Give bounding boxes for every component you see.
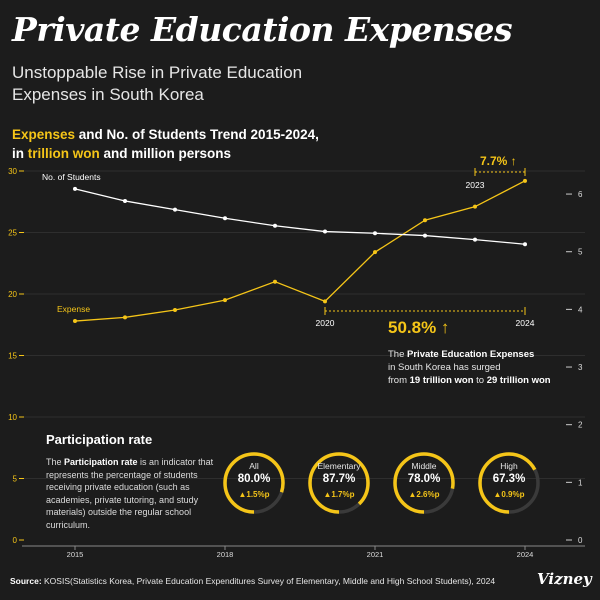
series-label: Expense (57, 304, 90, 314)
series-line (74, 188, 526, 245)
data-point (173, 207, 177, 212)
data-point (323, 229, 327, 234)
annotation-text: The Private Education Expenses in South … (388, 348, 568, 387)
data-point (173, 307, 177, 312)
donut-label: High (500, 461, 518, 471)
source-label: Source: (10, 576, 42, 586)
ann-text-g: 29 trillion won (486, 375, 551, 386)
donut-ring (393, 452, 455, 514)
x-tick-label: 2018 (217, 550, 234, 559)
donut-middle: Middle 78.0% ▲2.6%p (391, 450, 457, 516)
donut-change: ▲1.7%p (323, 490, 355, 499)
data-point (273, 279, 277, 284)
brand-logo: Vizney (537, 570, 592, 588)
donut-change: ▲2.6%p (408, 490, 440, 499)
heading-unit: trillion won (27, 146, 100, 161)
ann-text-e: 19 trillion won (409, 375, 474, 386)
y-left-tick-label: 15 (8, 352, 17, 361)
data-point (123, 198, 127, 203)
donut-value: 78.0% (407, 473, 441, 485)
data-point (523, 242, 527, 247)
y-right-tick-label: 2 (578, 421, 583, 430)
y-left-tick-label: 10 (8, 413, 17, 422)
data-point (373, 250, 377, 255)
y-right-tick-label: 0 (578, 536, 583, 545)
y-left-tick-label: 25 (8, 229, 17, 238)
data-point (473, 204, 477, 209)
y-left-tick-label: 5 (13, 475, 18, 484)
annotation-year: 2020 (316, 318, 335, 328)
ann-text-c: in South Korea has surged (388, 362, 501, 373)
donut-elementary: Elementary 87.7% ▲1.7%p (306, 450, 372, 516)
donut-ring (478, 452, 540, 514)
donut-arc (393, 452, 455, 514)
data-point (523, 178, 527, 183)
ann-text-d: from (388, 375, 410, 386)
donut-change: ▲1.5%p (238, 490, 270, 499)
series-label: No. of Students (42, 172, 101, 182)
data-point (423, 233, 427, 238)
y-right-tick-label: 4 (578, 305, 583, 314)
donut-change: ▲0.9%p (493, 490, 525, 499)
part-desc-c: is an indicator that represents the perc… (46, 457, 214, 530)
donut-all: All 80.0% ▲1.5%p (221, 450, 287, 516)
data-point (473, 237, 477, 242)
y-right-tick-label: 5 (578, 248, 583, 257)
donut-arc (478, 452, 540, 514)
donut-label: Middle (411, 461, 437, 471)
donut-high: High 67.3% ▲0.9%p (476, 450, 542, 516)
donut-arc (223, 452, 285, 514)
heading-expenses: Expenses (12, 127, 76, 142)
donut-ring (223, 452, 285, 514)
x-tick-label: 2021 (367, 550, 384, 559)
source-text: KOSIS(Statistics Korea, Private Educatio… (41, 576, 496, 586)
page-subtitle: Unstoppable Rise in Private Education Ex… (12, 63, 303, 104)
part-desc-b: Participation rate (64, 457, 138, 467)
y-right-tick-label: 3 (578, 363, 583, 372)
x-tick-label: 2024 (517, 550, 534, 559)
donut-ring (308, 452, 370, 514)
part-desc-a: The (46, 457, 65, 467)
data-point (223, 216, 227, 221)
data-point (323, 299, 327, 304)
y-left-tick-label: 20 (8, 290, 17, 299)
annotation-year: 2024 (516, 318, 535, 328)
data-point (273, 223, 277, 228)
donut-value: 67.3% (492, 473, 526, 485)
y-right-tick-label: 1 (578, 478, 583, 487)
y-left-tick-label: 0 (13, 536, 18, 545)
annotation-small-pct: 7.7% ↑ (480, 154, 517, 168)
annotation-year: 2023 (466, 180, 485, 190)
heading-text-3: and million persons (99, 146, 232, 161)
data-point (73, 186, 77, 191)
data-point (73, 319, 77, 324)
donut-value: 80.0% (237, 473, 271, 485)
heading-text-2: in (12, 146, 28, 161)
y-left-tick-label: 30 (8, 167, 17, 176)
data-point (123, 315, 127, 320)
data-point (423, 218, 427, 223)
ann-text-a: The (388, 349, 408, 360)
page-title: Private Education Expenses (12, 10, 513, 49)
chart-heading: Expenses and No. of Students Trend 2015-… (12, 125, 332, 163)
data-point (373, 231, 377, 236)
series-line (74, 180, 526, 322)
donut-arc (308, 452, 370, 514)
y-right-tick-label: 6 (578, 190, 583, 199)
donut-label: All (249, 461, 259, 471)
donut-label: Elementary (317, 461, 361, 471)
donut-value: 87.7% (322, 473, 356, 485)
ann-text-b: Private Education Expenses (407, 349, 535, 360)
participation-title: Participation rate (46, 432, 153, 447)
data-point (223, 298, 227, 303)
participation-description: The Participation rate is an indicator t… (46, 456, 216, 532)
annotation-big-pct: 50.8% ↑ (388, 318, 450, 337)
x-tick-label: 2015 (67, 550, 84, 559)
ann-text-f: to (473, 375, 487, 386)
heading-text-1: and No. of Students Trend 2015-2024, (75, 127, 319, 142)
source-note: Source: KOSIS(Statistics Korea, Private … (10, 576, 495, 586)
